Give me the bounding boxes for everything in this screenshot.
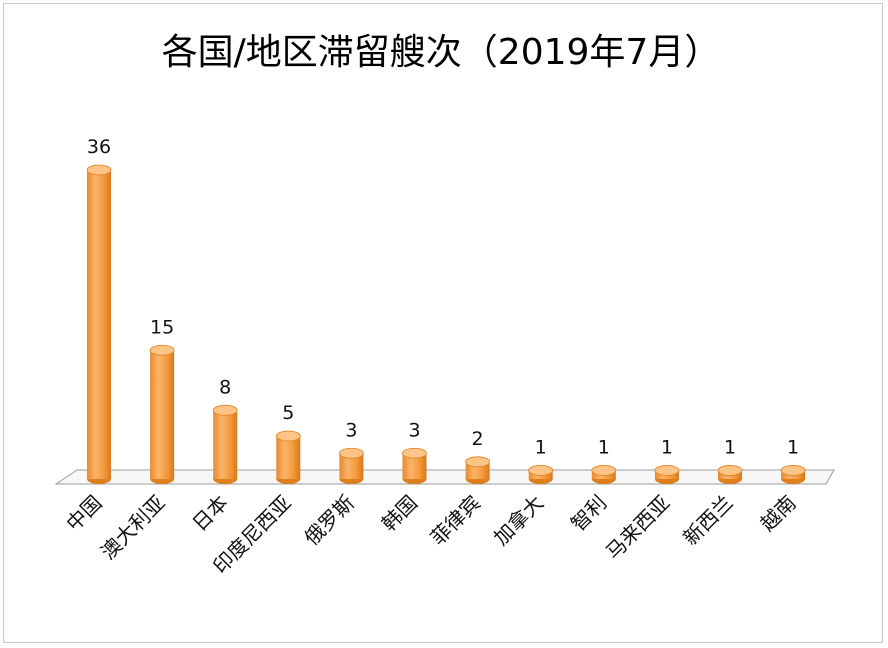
data-label: 1: [598, 436, 610, 458]
bar: [402, 447, 427, 484]
bar: [780, 465, 806, 484]
chart-floor: [54, 469, 835, 485]
data-label: 1: [724, 436, 736, 458]
chart-canvas: 各国/地区滞留艘次（2019年7月） 36 15 8 5 3 3 2 1 1 1 1 1 中国澳大利亚…: [54, 32, 835, 579]
labels-layer: 36 15 8 5 3 3 2 1 1 1 1 1: [87, 136, 799, 458]
data-label: 1: [535, 436, 547, 458]
data-label: 15: [150, 316, 174, 338]
x-tick-label: 菲律宾: [426, 491, 485, 550]
data-label: 5: [282, 402, 294, 424]
data-label: 1: [787, 436, 799, 458]
bar: [465, 456, 491, 484]
bar: [528, 465, 554, 484]
data-label: 1: [661, 436, 673, 458]
x-tick-label: 新西兰: [678, 491, 737, 550]
bar: [717, 465, 743, 484]
bar: [591, 465, 617, 484]
bar: [149, 344, 175, 484]
x-tick-label: 智利: [566, 491, 611, 536]
x-tick-label: 越南: [755, 491, 800, 536]
data-label: 36: [87, 136, 111, 158]
bar: [86, 164, 112, 484]
x-tick-label: 韩国: [377, 491, 422, 536]
chart-title: 各国/地区滞留艘次（2019年7月）: [162, 32, 721, 73]
bar: [275, 430, 301, 484]
x-tick-label: 加拿大: [489, 491, 548, 550]
bars-layer: [86, 164, 806, 484]
bar: [212, 404, 238, 484]
data-label: 2: [472, 428, 484, 450]
x-tick-label: 马来西亚: [601, 491, 675, 565]
bar: [654, 465, 680, 484]
x-tick-label: 俄罗斯: [300, 491, 359, 550]
data-label: 3: [408, 419, 420, 441]
data-label: 8: [219, 376, 231, 398]
data-label: 3: [345, 419, 357, 441]
x-tick-label: 日本: [187, 491, 232, 536]
bar: [338, 447, 364, 484]
x-tick-label: 澳大利亚: [96, 491, 170, 565]
chart-area: 各国/地区滞留艘次（2019年7月） 36 15 8 5 3 3 2 1 1 1 1 1 中国 澳大利亚…: [3, 3, 883, 643]
x-tick-label: 中国: [61, 491, 106, 536]
